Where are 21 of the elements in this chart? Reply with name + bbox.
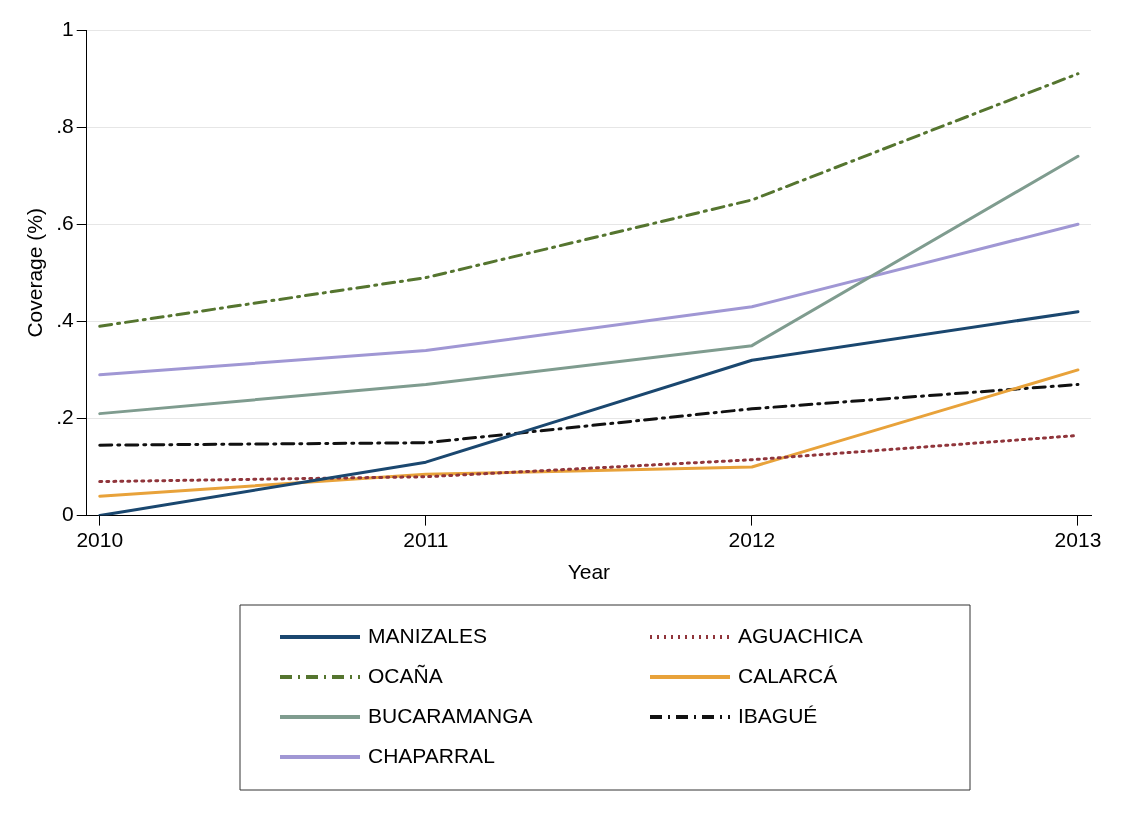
x-axis-title: Year — [567, 560, 611, 584]
x-tick-label: 2013 — [1054, 528, 1102, 551]
legend-label: CALARCÁ — [738, 663, 838, 687]
y-tick-label: .2 — [56, 405, 74, 429]
line-series — [98, 72, 1080, 328]
line-series — [98, 382, 1080, 447]
y-axis-title: Coverage (%) — [23, 208, 47, 338]
y-tick-label: 0 — [62, 502, 74, 526]
legend-label: CHAPARRAL — [368, 743, 495, 767]
legend-label: BUCARAMANGA — [368, 703, 533, 727]
legend-label: AGUACHICA — [738, 623, 863, 647]
x-tick-label: 2010 — [76, 528, 124, 551]
x-tick-label: 2011 — [403, 528, 449, 551]
legend-label: OCAÑA — [368, 663, 443, 687]
x-tick-label: 2012 — [728, 528, 776, 551]
y-tick-label: .4 — [56, 308, 75, 332]
legend-label: IBAGUÉ — [738, 703, 818, 727]
y-tick-label: 1 — [62, 16, 74, 40]
y-tick-label: .6 — [56, 211, 74, 235]
legend-label: MANIZALES — [368, 623, 488, 647]
y-tick-label: .8 — [56, 113, 74, 137]
